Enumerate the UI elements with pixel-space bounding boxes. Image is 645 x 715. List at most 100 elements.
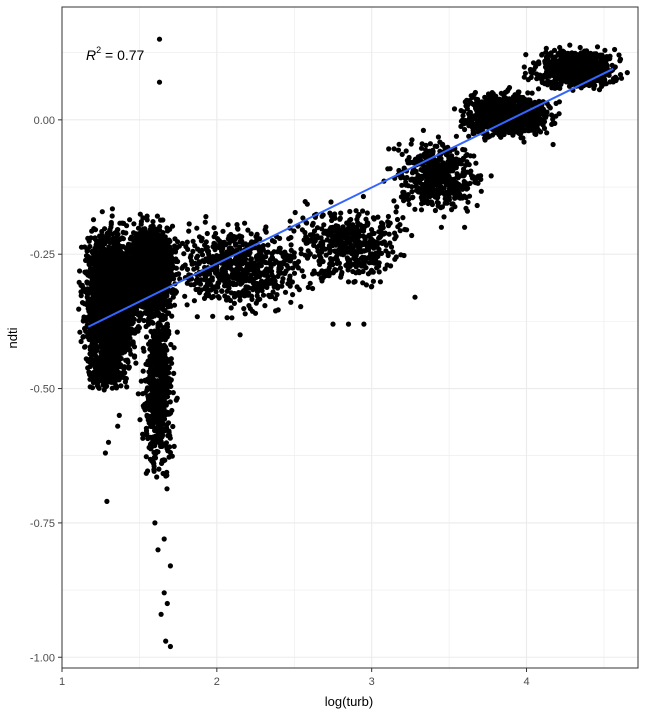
data-point xyxy=(78,293,84,299)
data-point xyxy=(142,286,148,292)
data-point xyxy=(99,264,105,270)
data-point xyxy=(144,213,150,219)
data-point xyxy=(156,296,162,302)
data-point xyxy=(105,318,111,324)
data-point xyxy=(174,329,180,335)
data-point xyxy=(124,249,131,255)
data-point xyxy=(156,323,162,329)
data-point xyxy=(87,384,93,390)
data-point xyxy=(90,256,96,262)
data-point xyxy=(173,397,179,403)
data-point xyxy=(171,443,177,449)
data-point xyxy=(144,239,151,245)
data-point xyxy=(167,399,173,405)
data-point xyxy=(127,244,133,250)
data-point xyxy=(165,228,171,234)
data-point xyxy=(128,260,135,266)
data-point xyxy=(118,286,124,293)
data-point xyxy=(98,295,104,302)
data-point xyxy=(159,414,165,421)
data-point xyxy=(99,209,105,215)
data-point xyxy=(105,250,111,256)
data-point xyxy=(115,304,121,310)
data-point xyxy=(157,224,163,230)
data-point xyxy=(131,344,138,350)
data-point xyxy=(109,279,115,285)
data-point xyxy=(124,384,130,390)
data-point xyxy=(155,280,162,286)
data-point xyxy=(78,244,85,250)
data-point xyxy=(122,313,128,319)
data-point xyxy=(164,486,170,492)
data-point xyxy=(131,354,138,360)
data-point xyxy=(156,466,162,472)
data-point xyxy=(98,329,104,336)
data-point xyxy=(155,394,161,400)
data-point xyxy=(85,272,91,278)
data-point xyxy=(126,364,132,370)
data-point xyxy=(97,237,103,244)
data-point xyxy=(159,457,165,463)
data-point xyxy=(167,272,173,278)
data-point xyxy=(109,341,115,347)
data-point xyxy=(137,241,143,247)
data-point xyxy=(161,332,167,338)
data-point xyxy=(141,317,147,324)
data-point xyxy=(90,217,97,223)
data-point xyxy=(163,366,169,372)
data-point xyxy=(111,320,117,327)
data-point xyxy=(98,282,104,288)
data-point xyxy=(109,213,115,219)
data-point xyxy=(153,367,159,373)
data-point xyxy=(89,278,95,284)
data-point xyxy=(87,243,93,250)
data-point xyxy=(104,231,110,237)
data-point xyxy=(144,387,150,393)
data-point xyxy=(136,325,142,331)
data-point xyxy=(84,324,90,330)
data-point xyxy=(117,296,123,302)
data-point xyxy=(85,306,91,312)
data-point xyxy=(133,360,139,366)
data-point xyxy=(120,274,126,280)
data-point xyxy=(152,455,159,461)
data-point xyxy=(156,399,162,405)
data-point xyxy=(140,403,146,409)
data-point xyxy=(138,221,144,227)
data-point xyxy=(127,272,133,278)
data-point xyxy=(108,325,114,332)
data-point xyxy=(112,235,119,241)
data-point xyxy=(173,265,179,271)
data-point xyxy=(120,244,126,250)
data-point xyxy=(134,266,140,272)
data-point xyxy=(162,301,168,307)
data-point xyxy=(104,299,110,305)
data-point xyxy=(134,253,140,259)
data-point xyxy=(115,267,121,273)
data-point xyxy=(77,268,83,274)
data-point xyxy=(112,260,118,266)
data-point xyxy=(106,238,112,244)
data-point xyxy=(80,334,86,340)
data-point xyxy=(149,414,155,420)
data-point xyxy=(113,315,119,321)
data-point xyxy=(141,348,147,354)
data-point xyxy=(138,378,144,384)
data-point xyxy=(160,317,166,323)
data-point xyxy=(165,411,171,417)
data-point xyxy=(130,316,137,323)
data-point xyxy=(130,287,136,293)
data-point xyxy=(77,329,83,335)
data-point xyxy=(117,375,123,381)
data-point xyxy=(150,234,156,240)
data-point xyxy=(138,283,144,289)
data-point xyxy=(150,357,156,363)
data-point xyxy=(155,408,161,414)
data-point xyxy=(156,439,162,445)
data-point xyxy=(108,379,114,385)
data-point xyxy=(121,366,127,372)
data-point xyxy=(89,228,95,234)
data-point xyxy=(160,359,166,366)
data-point xyxy=(166,389,173,395)
